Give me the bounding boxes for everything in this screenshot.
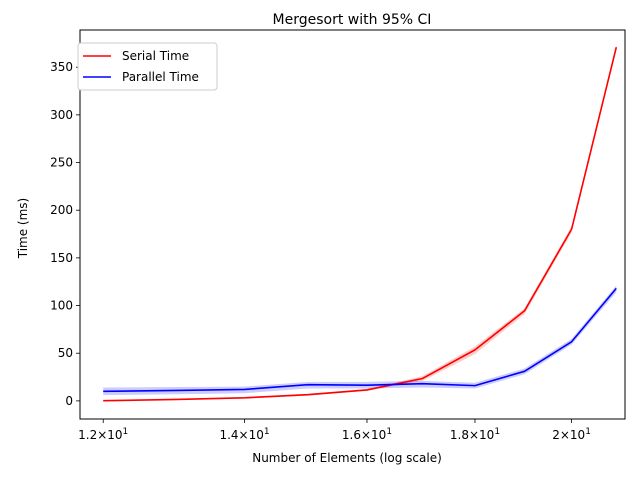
legend-box xyxy=(77,42,218,91)
x-tick-label: 2×101 xyxy=(552,427,591,442)
y-tick-label: 0 xyxy=(65,394,73,408)
x-tick-label: 1.4×101 xyxy=(219,427,269,442)
series-lines xyxy=(103,46,618,402)
plot-area xyxy=(103,45,618,402)
x-tick-label: 1.8×101 xyxy=(450,427,500,442)
legend-label-serial: Serial Time xyxy=(122,49,189,63)
y-axis-ticks: 0 50 100 150 200 250 300 350 xyxy=(50,60,80,408)
x-axis-ticks: 1.2×101 1.4×101 1.6×101 1.8×101 2×101 xyxy=(78,419,591,442)
y-axis-label: Time (ms) xyxy=(16,198,30,260)
y-tick-label: 250 xyxy=(50,156,73,170)
axes-frame xyxy=(79,29,626,420)
x-axis-label: Number of Elements (log scale) xyxy=(252,451,442,465)
x-tick-label: 1.2×101 xyxy=(78,427,128,442)
y-tick-label: 100 xyxy=(50,299,73,313)
parallel-time-line xyxy=(103,287,617,393)
y-tick-label: 150 xyxy=(50,251,73,265)
legend-label-parallel: Parallel Time xyxy=(122,70,199,84)
chart-title: Mergesort with 95% CI xyxy=(273,12,432,28)
y-tick-label: 350 xyxy=(50,60,73,74)
legend: Serial Time Parallel Time xyxy=(77,42,218,91)
y-tick-label: 50 xyxy=(58,346,73,360)
x-tick-label: 1.6×101 xyxy=(342,427,392,442)
y-tick-label: 300 xyxy=(50,108,73,122)
y-tick-label: 200 xyxy=(50,203,73,217)
